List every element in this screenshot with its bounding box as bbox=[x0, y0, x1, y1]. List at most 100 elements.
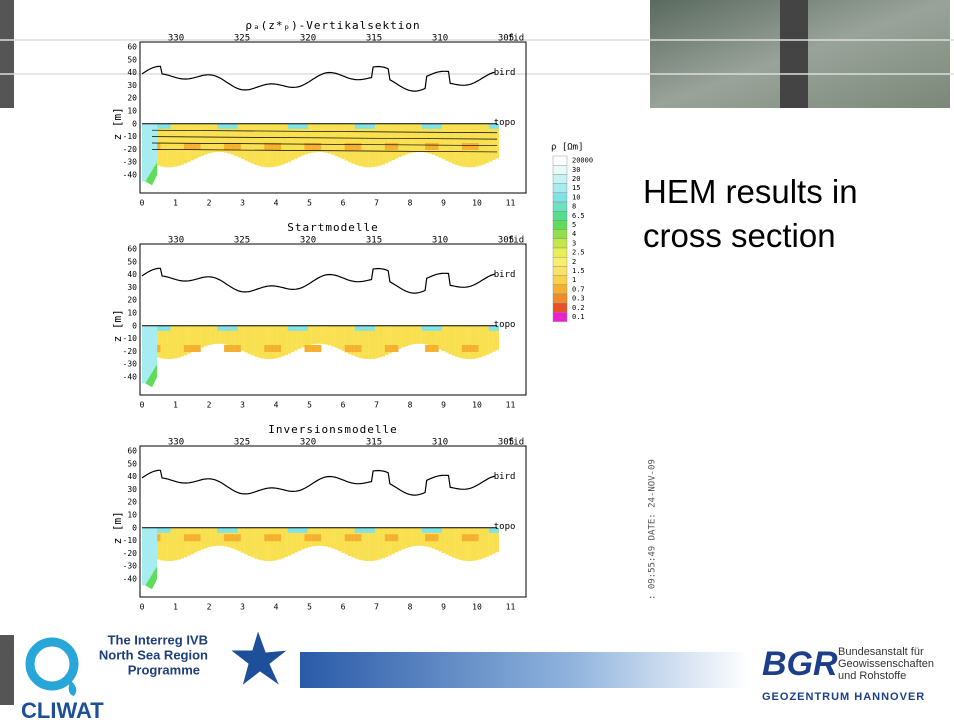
y-label: z [m] bbox=[111, 107, 124, 140]
section-column bbox=[337, 527, 342, 552]
y-tick-label: -20 bbox=[123, 145, 138, 154]
fid-tick-label: 310 bbox=[432, 236, 448, 246]
y-tick-label: -40 bbox=[123, 171, 138, 180]
section-column bbox=[374, 123, 379, 167]
section-patch bbox=[217, 123, 221, 129]
bgr-text: BGR bbox=[762, 645, 838, 683]
section-patch bbox=[274, 534, 278, 542]
section-column bbox=[197, 123, 201, 158]
x-tick-label: 2 bbox=[207, 199, 212, 208]
section-patch bbox=[435, 143, 439, 150]
section-patch bbox=[224, 123, 228, 129]
section-column bbox=[331, 527, 335, 549]
section-column bbox=[337, 123, 342, 158]
section-column bbox=[428, 325, 432, 346]
section-patch bbox=[435, 345, 439, 352]
section-column bbox=[247, 123, 252, 163]
x-tick-label: 7 bbox=[374, 199, 379, 208]
y-tick-label: 40 bbox=[127, 68, 137, 77]
section-column bbox=[220, 325, 225, 344]
section-patch bbox=[471, 143, 476, 150]
plot-frame bbox=[139, 41, 527, 194]
y-tick-label: -30 bbox=[123, 562, 138, 571]
section-column bbox=[274, 527, 278, 561]
section-patch bbox=[227, 325, 231, 331]
section-column bbox=[160, 123, 164, 167]
section-column bbox=[203, 325, 208, 347]
section-patch bbox=[388, 534, 392, 542]
legend-swatch bbox=[552, 238, 568, 249]
section-column bbox=[358, 325, 362, 358]
section-column bbox=[394, 123, 399, 159]
section-patch bbox=[230, 123, 235, 129]
section-patch bbox=[190, 345, 195, 352]
section-column bbox=[163, 527, 168, 561]
section-column bbox=[224, 325, 228, 345]
section-patch bbox=[348, 534, 352, 542]
section-column bbox=[160, 527, 164, 561]
y-tick-label: 10 bbox=[127, 107, 137, 116]
section-patch bbox=[190, 143, 195, 150]
bird-curve bbox=[141, 65, 496, 92]
x-tick-label: 11 bbox=[506, 401, 516, 410]
x-tick-label: 11 bbox=[506, 603, 516, 612]
section-column bbox=[361, 325, 365, 359]
section-column bbox=[190, 123, 195, 161]
section-column bbox=[210, 527, 215, 547]
section-patch bbox=[461, 143, 466, 150]
curve-label: topo bbox=[494, 522, 516, 532]
legend-level: 0.2 bbox=[572, 304, 585, 312]
fid-tick-label: 325 bbox=[234, 236, 250, 246]
section-column bbox=[482, 123, 486, 165]
section-patch bbox=[270, 345, 275, 352]
section-patch bbox=[428, 143, 432, 150]
section-patch bbox=[160, 123, 164, 129]
section-patch bbox=[431, 325, 436, 331]
section-patch bbox=[220, 123, 225, 129]
section-column bbox=[200, 325, 205, 348]
section-column bbox=[254, 527, 258, 559]
section-column bbox=[234, 325, 238, 348]
section-column bbox=[163, 325, 168, 359]
section-column bbox=[492, 123, 496, 160]
section-column bbox=[217, 527, 221, 546]
section-patch bbox=[475, 143, 479, 150]
section-column bbox=[301, 325, 305, 348]
y-tick-label: 10 bbox=[127, 511, 137, 520]
section-column bbox=[304, 325, 308, 347]
section-patch bbox=[301, 527, 305, 533]
section-column bbox=[358, 527, 362, 560]
section-patch bbox=[361, 527, 365, 533]
x-tick-label: 2 bbox=[207, 401, 212, 410]
section-patch bbox=[465, 534, 469, 542]
y-tick-label: 30 bbox=[127, 283, 137, 292]
section-column bbox=[307, 325, 312, 346]
section-column bbox=[364, 325, 369, 359]
fid-tick-label: 325 bbox=[234, 438, 250, 448]
section-column bbox=[415, 325, 419, 344]
section-patch bbox=[237, 345, 241, 352]
section-patch bbox=[294, 123, 298, 129]
legend-level: 3 bbox=[572, 239, 576, 247]
section-column bbox=[270, 527, 275, 561]
section-column bbox=[183, 527, 188, 558]
section-column bbox=[461, 325, 466, 359]
section-patch bbox=[361, 325, 365, 331]
section-column bbox=[445, 527, 449, 555]
section-column bbox=[394, 325, 399, 351]
section-column bbox=[485, 123, 489, 164]
section-column bbox=[267, 527, 272, 562]
y-tick-label: 0 bbox=[132, 119, 137, 128]
section-edge bbox=[142, 527, 158, 586]
section-patch bbox=[492, 325, 496, 331]
section-column bbox=[418, 123, 422, 152]
section-patch bbox=[391, 534, 396, 542]
section-patch bbox=[428, 325, 432, 331]
section-column bbox=[451, 527, 456, 558]
section-column bbox=[247, 325, 252, 354]
section-column bbox=[465, 325, 469, 359]
section-patch bbox=[163, 527, 168, 533]
section-patch bbox=[354, 325, 359, 331]
section-patch bbox=[364, 325, 369, 331]
section-patch bbox=[435, 325, 439, 331]
